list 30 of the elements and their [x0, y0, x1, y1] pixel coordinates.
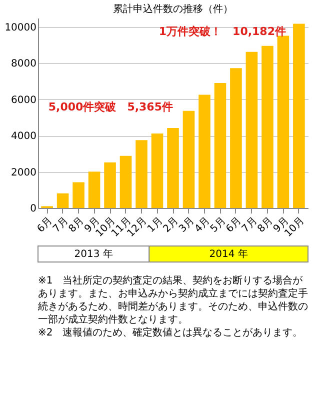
bar: [293, 24, 305, 208]
text: ※1 当社所定の契約査定の結果、契約をお断りする場合があります。また、お申込みから契約成立までには契約査定手続きがあるため、時間差があります。そのため、申込件数の一部が成立契約件数となります。: [37, 274, 308, 326]
bar: [104, 162, 116, 208]
bar: [182, 110, 195, 208]
y-tick-label: 8000: [11, 58, 36, 70]
chart-title: 累計申込件数の推移（件）: [113, 3, 233, 15]
y-tick-label: 0: [30, 204, 36, 214]
text: ※2 速報値のため、確定数値とは異なることがあります。: [38, 326, 303, 338]
y-tick-label: 2000: [11, 167, 36, 178]
y-tick-label: 10000: [4, 22, 36, 34]
annotation: 1万件突破！ 10,182件: [158, 25, 286, 38]
text: 2013 年: [74, 248, 113, 260]
bar: [230, 68, 242, 208]
y-tick-label: 6000: [11, 94, 36, 106]
bar: [277, 36, 290, 208]
bar: [167, 128, 179, 208]
bar: [198, 94, 210, 208]
bar: [120, 156, 132, 208]
x-tick-label: 3月: [177, 216, 197, 235]
annotation: 5,000件突破 5,365件: [48, 100, 173, 114]
bar: [56, 193, 69, 208]
bar: [151, 133, 164, 208]
bar: [88, 172, 100, 208]
text: 2014 年: [209, 248, 248, 260]
bar: [246, 52, 258, 208]
bar: [72, 182, 84, 208]
y-tick-label: 4000: [11, 131, 36, 142]
bar: [136, 140, 148, 208]
bar: [214, 82, 226, 208]
bar: [262, 46, 274, 208]
